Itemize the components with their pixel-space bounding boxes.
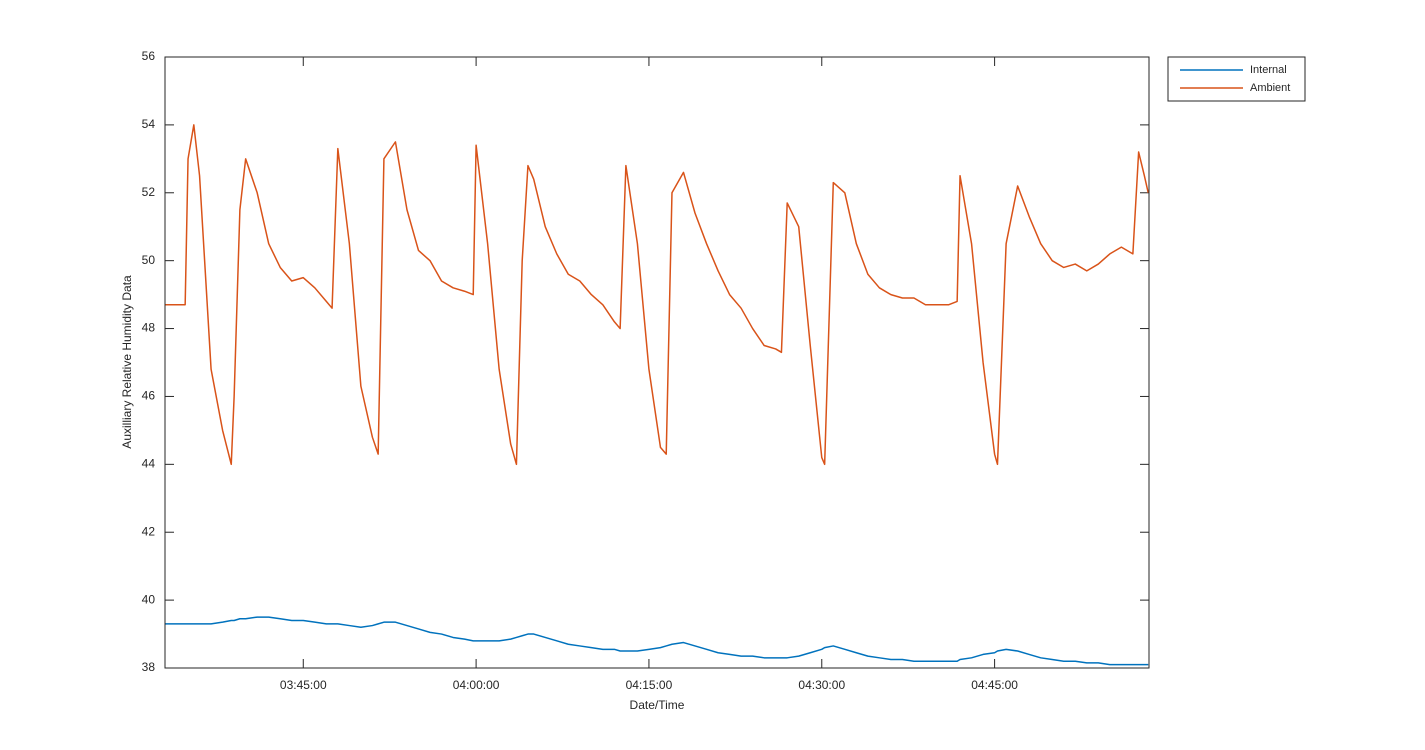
x-axis-label: Date/Time: [630, 698, 685, 712]
y-tick-label: 48: [142, 321, 156, 335]
y-tick-label: 50: [142, 253, 156, 267]
x-tick-label: 04:45:00: [971, 678, 1018, 692]
data-line: [165, 616, 1149, 666]
plot-frame: [164, 56, 1150, 669]
y-tick-label: 40: [142, 592, 156, 606]
data-line: [165, 124, 1149, 466]
y-tick-label: 56: [142, 49, 156, 63]
x-tick-label: 04:00:00: [453, 678, 500, 692]
y-tick-label: 38: [142, 660, 156, 674]
legend-label: Internal: [1250, 64, 1287, 76]
legend-label: Ambient: [1250, 82, 1290, 94]
x-tick-label: 03:45:00: [280, 678, 327, 692]
legend: Internal Ambient: [1167, 56, 1306, 102]
y-tick-label: 44: [142, 457, 156, 471]
y-tick-label: 46: [142, 389, 156, 403]
y-tick-label: 42: [142, 524, 156, 538]
y-tick-label: 54: [142, 117, 156, 131]
y-axis-label: Auxilliary Relative Humidity Data: [120, 275, 134, 449]
y-tick-label: 52: [142, 185, 156, 199]
x-tick-label: 04:15:00: [626, 678, 673, 692]
legend-box: [1167, 56, 1306, 102]
x-tick-label: 04:30:00: [798, 678, 845, 692]
